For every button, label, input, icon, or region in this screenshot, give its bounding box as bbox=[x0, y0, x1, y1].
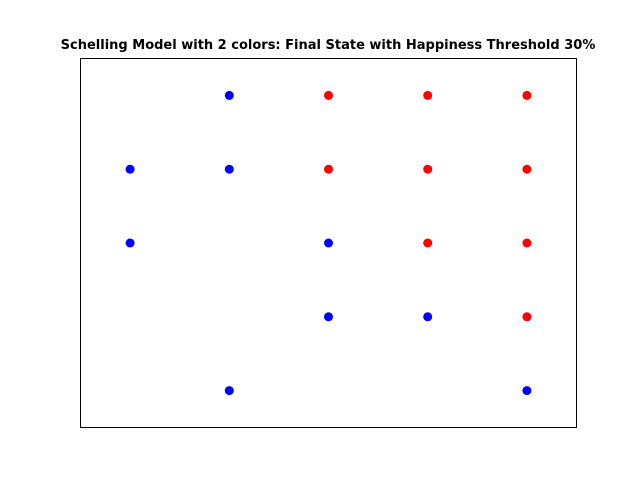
data-point-series-1-4 bbox=[423, 164, 433, 174]
data-point-series-0-4 bbox=[324, 238, 333, 248]
data-point-series-1-5 bbox=[522, 164, 532, 174]
data-point-series-0-8 bbox=[522, 386, 532, 396]
data-points bbox=[125, 90, 532, 396]
data-point-series-0-3 bbox=[125, 238, 135, 248]
data-point-series-1-3 bbox=[324, 164, 333, 174]
data-point-series-1-7 bbox=[522, 238, 532, 248]
data-point-series-1-0 bbox=[324, 90, 333, 100]
data-point-series-0-1 bbox=[125, 164, 135, 174]
data-point-series-1-2 bbox=[522, 90, 532, 100]
data-point-series-1-1 bbox=[423, 90, 433, 100]
chart-title: Schelling Model with 2 colors: Final Sta… bbox=[61, 38, 596, 53]
data-point-series-1-6 bbox=[423, 238, 433, 248]
data-point-series-0-0 bbox=[224, 90, 234, 100]
plot-area-frame bbox=[80, 58, 577, 428]
data-point-series-0-7 bbox=[224, 386, 234, 396]
data-point-series-0-5 bbox=[324, 312, 333, 322]
data-point-series-0-6 bbox=[423, 312, 433, 322]
data-point-series-0-2 bbox=[224, 164, 234, 174]
data-point-series-1-8 bbox=[522, 312, 532, 322]
